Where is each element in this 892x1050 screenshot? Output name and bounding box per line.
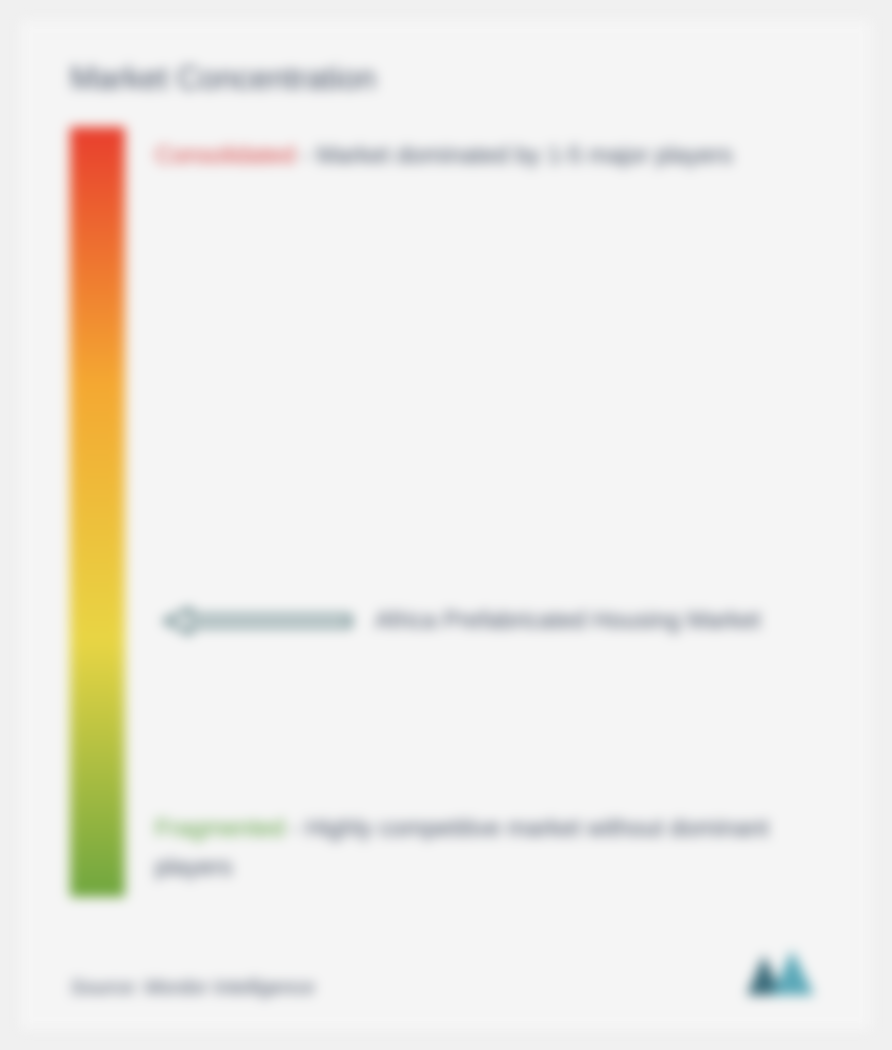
left-arrow-icon <box>155 606 355 636</box>
descriptions-panel: Consolidated - Market dominated by 1-5 m… <box>155 127 822 897</box>
fragmented-label: Fragmented <box>155 815 284 842</box>
consolidated-label: Consolidated <box>155 142 295 169</box>
market-concentration-chart: Market Concentration Consolidated - Mark… <box>20 20 872 1030</box>
consolidated-description: Consolidated - Market dominated by 1-5 m… <box>155 137 822 175</box>
chart-footer: Source: Mordor Intelligence <box>70 945 822 1000</box>
fragmented-description: Fragmented - Highly competitive market w… <box>155 810 822 887</box>
consolidated-text: - Market dominated by 1-5 major players <box>302 142 733 169</box>
market-marker: Africa Prefabricated Housing Market <box>155 604 761 638</box>
source-attribution: Source: Mordor Intelligence <box>70 977 315 1000</box>
mordor-logo-icon <box>742 945 822 1000</box>
concentration-gradient-bar <box>70 127 125 897</box>
marker-label: Africa Prefabricated Housing Market <box>375 604 761 638</box>
chart-body: Consolidated - Market dominated by 1-5 m… <box>70 127 822 897</box>
chart-title: Market Concentration <box>70 60 822 97</box>
